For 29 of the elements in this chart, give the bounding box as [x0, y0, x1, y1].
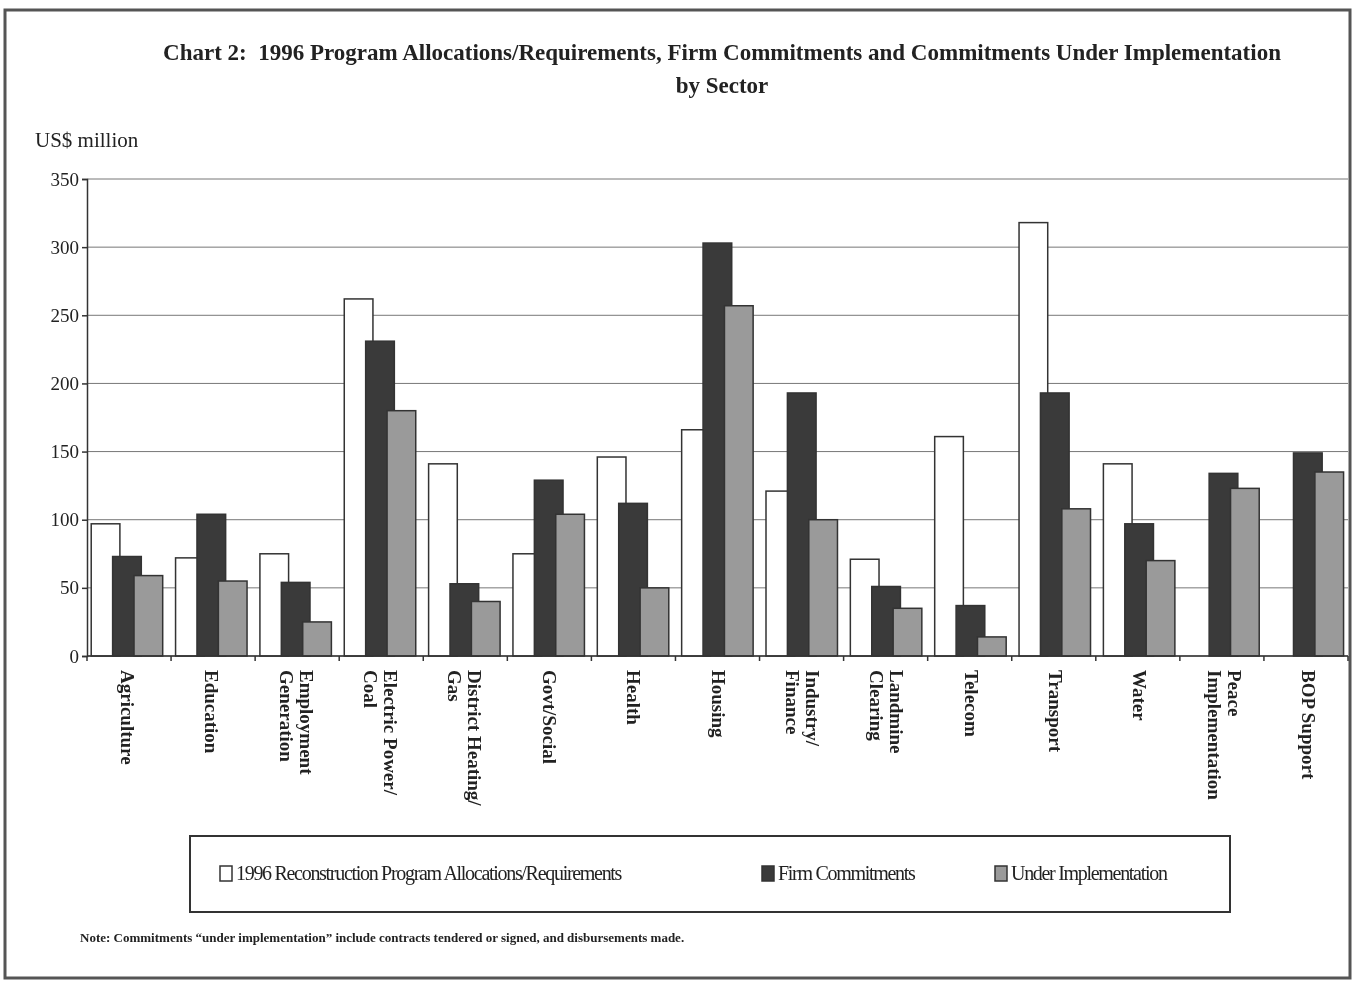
x-tick-label: Health	[623, 670, 645, 726]
legend-label: Firm Commitments	[778, 862, 916, 884]
y-tick-label: 300	[50, 236, 79, 258]
x-tick-label: Peace Implementation	[1203, 670, 1245, 801]
x-tick-label: Telecom	[960, 670, 982, 738]
legend-label: 1996 Reconstruction Program Allocations/Requirements	[236, 862, 623, 885]
x-tick-label: District Heating/Gas	[444, 670, 486, 807]
x-tick-label: Education	[201, 670, 223, 754]
x-tick-label: Landmine Clearing	[866, 670, 908, 754]
y-axis-title: US$ million	[35, 128, 139, 152]
y-tick-label: 200	[50, 373, 79, 395]
text: Note: Commitments “under implementation” include contracts tendered or signed, and disbursements made.	[80, 930, 685, 945]
x-tick-label: Agriculture	[117, 670, 139, 765]
x-tick-label: Industry/Finance	[781, 670, 823, 747]
chart-title: Chart 2: 1996 Program Allocations/Requirements, Firm Commitments and Commitments Under Implementation by Sector	[163, 40, 1282, 98]
y-tick-label: 100	[50, 509, 79, 531]
x-tick-label: Govt/Social	[538, 670, 560, 764]
legend-label: Under Implementation	[1011, 862, 1168, 885]
x-tick-label: Water	[1129, 670, 1151, 722]
y-tick-label: 150	[50, 441, 79, 463]
y-tick-label: 50	[60, 577, 79, 599]
x-tick-label: Electric Power/Coal	[360, 670, 402, 796]
x-tick-label: Housing	[707, 670, 729, 739]
x-tick-label: BOP Support	[1297, 670, 1319, 780]
y-tick-label: 0	[69, 645, 79, 667]
y-tick-label: 350	[50, 168, 79, 190]
y-tick-label: 250	[50, 304, 79, 326]
x-tick-label: Employment Generation	[275, 670, 317, 776]
x-tick-label: Transport	[1044, 670, 1066, 753]
